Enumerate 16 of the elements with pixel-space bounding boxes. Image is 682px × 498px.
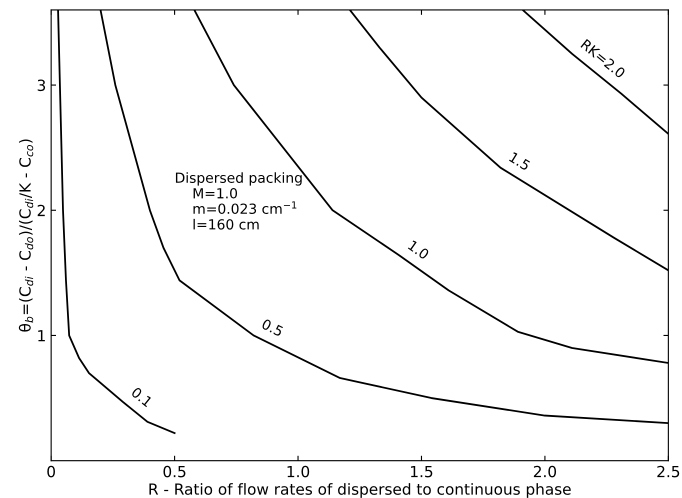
- x-axis-title: R - Ratio of flow rates of dispersed to continuous phase: [149, 483, 571, 498]
- x-tick-label: 1.0: [288, 466, 310, 478]
- y-tick-label: 2: [38, 204, 45, 216]
- text: 1.5: [508, 152, 531, 171]
- x-tick-label: 0: [47, 466, 55, 478]
- text: 0.1: [130, 386, 153, 408]
- text: θ$_{b}$=(C$_{di}$ - C$_{do}$)/(C$_{di}$/K - C$_{co}$): [18, 139, 34, 332]
- text: 1.0: [408, 240, 430, 260]
- x-tick-label: 0.5: [163, 466, 186, 478]
- x-tick-label: 2.0: [534, 466, 556, 478]
- x-tick-label: 2.5: [657, 466, 680, 478]
- text: 0.5: [261, 318, 284, 337]
- y-tick-label: 3: [38, 80, 46, 92]
- x-tick-label: 1.5: [411, 466, 432, 478]
- text: Dispersed packing M=1.0 m=0.023 cm$^{−1}$ l=160 cm: [176, 172, 302, 230]
- y-tick-label: 1: [38, 330, 45, 342]
